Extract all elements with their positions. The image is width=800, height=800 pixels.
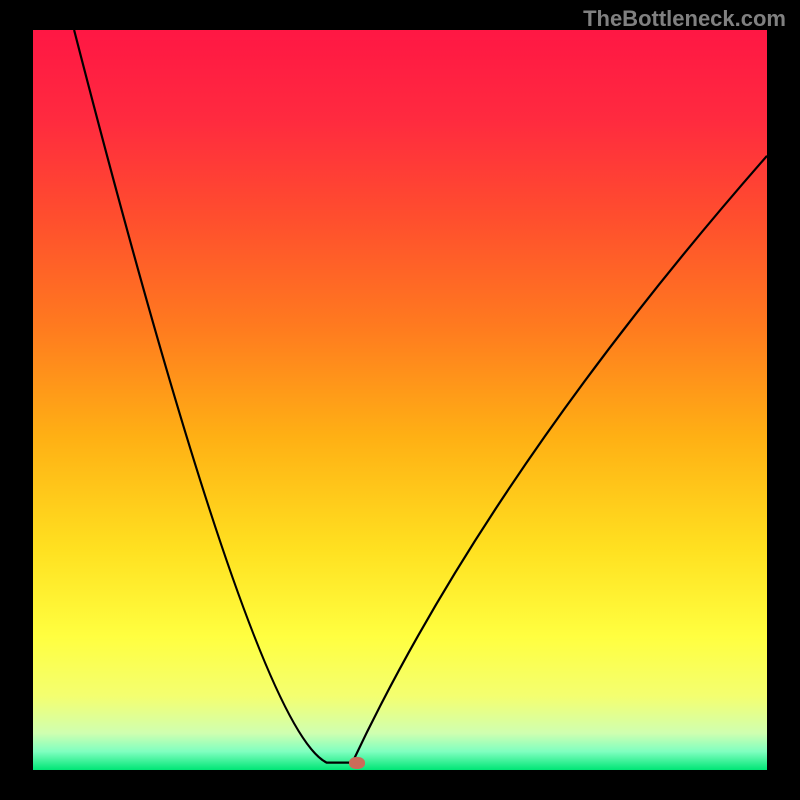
optimal-marker bbox=[349, 757, 365, 769]
plot-area bbox=[33, 30, 767, 770]
bottleneck-curve bbox=[33, 30, 767, 770]
watermark-text: TheBottleneck.com bbox=[583, 6, 786, 32]
